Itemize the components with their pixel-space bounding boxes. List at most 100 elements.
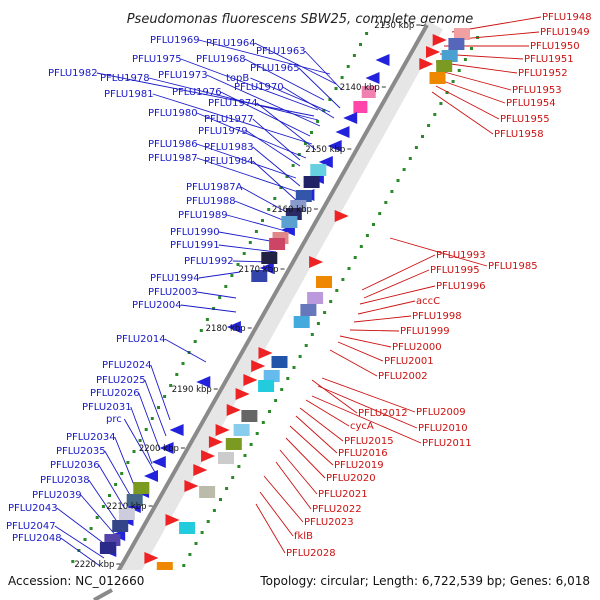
gc-dot: [169, 384, 173, 387]
leader-line: [164, 338, 207, 363]
gc-dot: [224, 285, 228, 288]
gc-dot: [71, 560, 75, 563]
gene-label-right: PFLU2015: [344, 436, 394, 447]
gene-label-left: PFLU2036: [50, 460, 100, 471]
backbone-line-tail: [93, 588, 113, 600]
tick-label: 2160 kbp: [272, 205, 312, 215]
leader-line: [252, 160, 297, 201]
leader-line: [252, 146, 301, 187]
leader-line: [389, 237, 488, 267]
leader-line: [443, 71, 512, 91]
gene-features: [99, 28, 470, 574]
leader-line: [275, 461, 312, 510]
gc-dot: [150, 417, 154, 420]
leader-line: [282, 86, 335, 119]
leader-line: [240, 186, 291, 215]
gene-arrow: [169, 424, 184, 436]
gene-label-right: PFLU1952: [518, 68, 568, 79]
leader-line: [259, 491, 294, 537]
gc-dot: [378, 212, 382, 215]
gc-dot: [384, 201, 388, 204]
gene-block: [241, 410, 258, 422]
gene-block: [436, 60, 453, 72]
gc-dot: [304, 344, 308, 347]
gene-label-right: PFLU1955: [500, 114, 550, 125]
gc-dot: [340, 76, 344, 79]
gene-label-left: PFLU1973: [158, 70, 208, 81]
gc-dot: [421, 135, 424, 138]
gene-label-left: PFLU1974: [208, 98, 258, 109]
gc-dot: [433, 113, 437, 116]
gene-arrow: [226, 321, 241, 333]
gene-label-right: PFLU2002: [378, 371, 428, 382]
gc-dot: [451, 80, 455, 83]
gene-label-right: PFLU1949: [540, 27, 590, 38]
gene-arrow: [243, 374, 258, 386]
gene-label-right: PFLU2023: [304, 517, 354, 528]
gc-dot: [255, 432, 259, 435]
map-title: Pseudomonas fluorescens SBW25, complete …: [127, 12, 474, 27]
gene-label-left: PFLU1980: [148, 108, 198, 119]
gene-block: [429, 72, 446, 84]
gc-dot: [310, 333, 314, 336]
gc-dot: [346, 65, 350, 68]
gc-dot: [254, 230, 258, 233]
leader-line: [56, 507, 111, 549]
leader-line: [311, 395, 422, 444]
gene-arrow: [159, 442, 174, 454]
gene-label-left: PFLU1984: [204, 156, 254, 167]
gc-dot: [175, 373, 179, 376]
gene-arrow: [165, 514, 180, 526]
leader-line: [226, 214, 283, 231]
leader-line: [196, 112, 307, 159]
gene-arrow: [151, 456, 166, 468]
gc-dot: [261, 219, 264, 222]
gene-label-left: PFLU1991: [170, 240, 220, 251]
gene-label-left: PFLU1987A: [186, 182, 243, 193]
gene-label-right: PFLU1995: [430, 265, 480, 276]
gene-block: [316, 276, 332, 288]
gene-block: [261, 252, 278, 264]
gene-block: [271, 356, 288, 368]
gene-arrow: [432, 34, 447, 46]
tick-label: 2190 kbp: [172, 385, 212, 395]
gc-dot: [274, 399, 278, 402]
gc-dot: [279, 186, 283, 189]
leader-line: [220, 91, 311, 137]
gene-label-left: PFLU1964: [206, 38, 256, 49]
gene-label-right: accC: [416, 296, 440, 307]
gene-block: [441, 50, 458, 62]
gc-dot: [230, 274, 234, 277]
gene-label-right: PFLU2022: [312, 504, 362, 515]
gene-block: [258, 380, 275, 392]
gene-label-left: PFLU1987: [148, 153, 198, 164]
leader-line: [256, 102, 317, 151]
gene-label-right: PFLU2020: [326, 473, 376, 484]
gc-dot: [114, 483, 118, 486]
gene-label-left: PFLU2026: [90, 388, 140, 399]
leader-line: [305, 399, 350, 427]
gene-block: [99, 542, 116, 554]
gene-arrow: [419, 58, 434, 70]
leader-line: [218, 231, 277, 243]
gene-block: [454, 28, 470, 40]
gene-label-left: PFLU2035: [56, 446, 106, 457]
gene-label-right: PFLU1954: [506, 98, 556, 109]
gene-label-right: PFLU1999: [400, 326, 450, 337]
gene-label-right: PFLU1958: [494, 129, 544, 140]
gene-block: [263, 370, 280, 382]
leader-line: [104, 450, 135, 503]
gc-dot: [212, 509, 216, 512]
gene-label-left: PFLU1978: [100, 73, 150, 84]
backbone-band: [107, 20, 443, 600]
gc-dot: [144, 428, 148, 431]
gc-dot: [163, 395, 167, 398]
leader-line: [152, 93, 313, 145]
leader-line: [148, 77, 319, 121]
gc-dot: [408, 157, 412, 160]
gene-block: [225, 438, 242, 450]
gene-label-left: PFLU1989: [178, 210, 228, 221]
gene-arrow: [375, 54, 390, 66]
leader-line: [246, 130, 301, 167]
gc-dot: [470, 47, 473, 50]
